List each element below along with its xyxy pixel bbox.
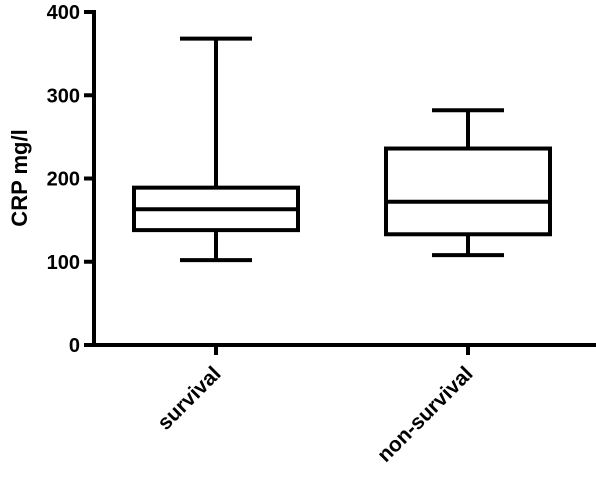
category-labels: survival non-survival bbox=[153, 362, 477, 467]
y-tick-label: 300 bbox=[47, 85, 80, 107]
boxes-group bbox=[132, 36, 552, 263]
y-axis: 0 100 200 300 400 bbox=[47, 2, 96, 357]
iqr-box bbox=[384, 146, 552, 237]
box-survival bbox=[132, 36, 300, 263]
y-tick-label: 400 bbox=[47, 2, 80, 24]
y-tick-label: 0 bbox=[69, 335, 80, 357]
x-category-label: non-survival bbox=[373, 362, 478, 467]
box-non-survival bbox=[384, 108, 552, 258]
y-tick-label: 100 bbox=[47, 252, 80, 274]
y-tick-label: 200 bbox=[47, 169, 80, 191]
x-axis bbox=[92, 343, 596, 355]
y-axis-title: CRP mg/l bbox=[7, 129, 32, 226]
x-category-label: survival bbox=[153, 362, 225, 434]
